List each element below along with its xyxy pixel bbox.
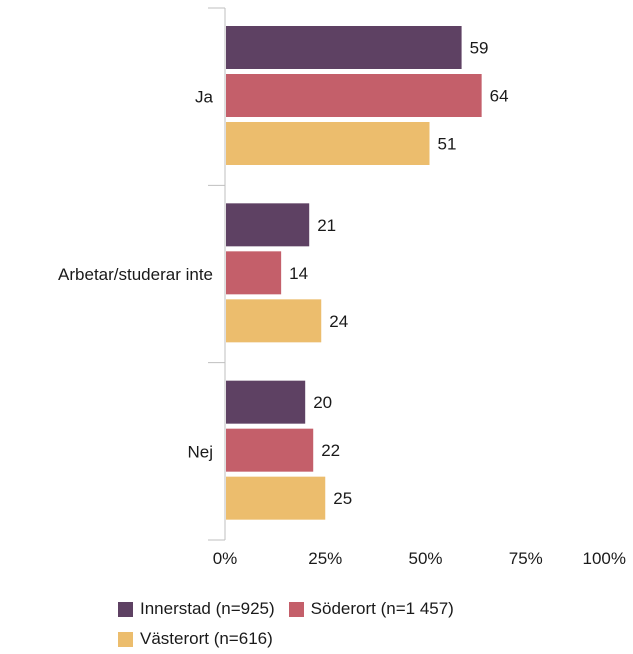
data-label: 21 bbox=[317, 216, 336, 235]
bar bbox=[226, 299, 322, 343]
category-label: Ja bbox=[195, 88, 214, 107]
data-label: 24 bbox=[329, 312, 348, 331]
data-label: 64 bbox=[490, 87, 509, 106]
data-label: 59 bbox=[470, 39, 489, 58]
legend-item-innerstad: Innerstad (n=925) bbox=[118, 599, 275, 619]
bar bbox=[226, 251, 282, 295]
legend-item-vasterort: Västerort (n=616) bbox=[118, 629, 273, 649]
legend-swatch-vasterort bbox=[118, 631, 133, 647]
data-label: 22 bbox=[321, 441, 340, 460]
bar bbox=[226, 122, 430, 165]
legend: Innerstad (n=925) Söderort (n=1 457) Väs… bbox=[118, 594, 538, 654]
data-label: 51 bbox=[438, 135, 457, 154]
data-label: 20 bbox=[313, 393, 332, 412]
bar bbox=[226, 74, 482, 117]
bar bbox=[226, 380, 306, 424]
x-tick-label: 0% bbox=[213, 549, 238, 568]
bar-chart: Ja 59 64 51 Arbetar/studerar inte 21 14 24 Nej 20… bbox=[58, 7, 626, 568]
bar bbox=[226, 26, 462, 69]
legend-swatch-soderort bbox=[288, 601, 304, 617]
category-label: Arbetar/studerar inte bbox=[58, 265, 213, 284]
data-label: 14 bbox=[289, 264, 308, 283]
legend-swatch-innerstad bbox=[118, 601, 133, 617]
legend-label-soderort: Söderort (n=1 457) bbox=[310, 599, 454, 618]
x-tick-label: 100% bbox=[583, 549, 626, 568]
legend-label-vasterort: Västerort (n=616) bbox=[140, 629, 273, 648]
x-tick-label: 25% bbox=[308, 549, 342, 568]
legend-label-innerstad: Innerstad (n=925) bbox=[140, 599, 275, 618]
data-label: 25 bbox=[333, 489, 352, 508]
bar bbox=[226, 428, 314, 472]
x-tick-label: 50% bbox=[408, 549, 442, 568]
x-tick-label: 75% bbox=[509, 549, 543, 568]
legend-item-soderort: Söderort (n=1 457) bbox=[288, 599, 454, 619]
bar bbox=[226, 476, 326, 520]
bar bbox=[226, 203, 310, 247]
category-label: Nej bbox=[187, 442, 213, 461]
